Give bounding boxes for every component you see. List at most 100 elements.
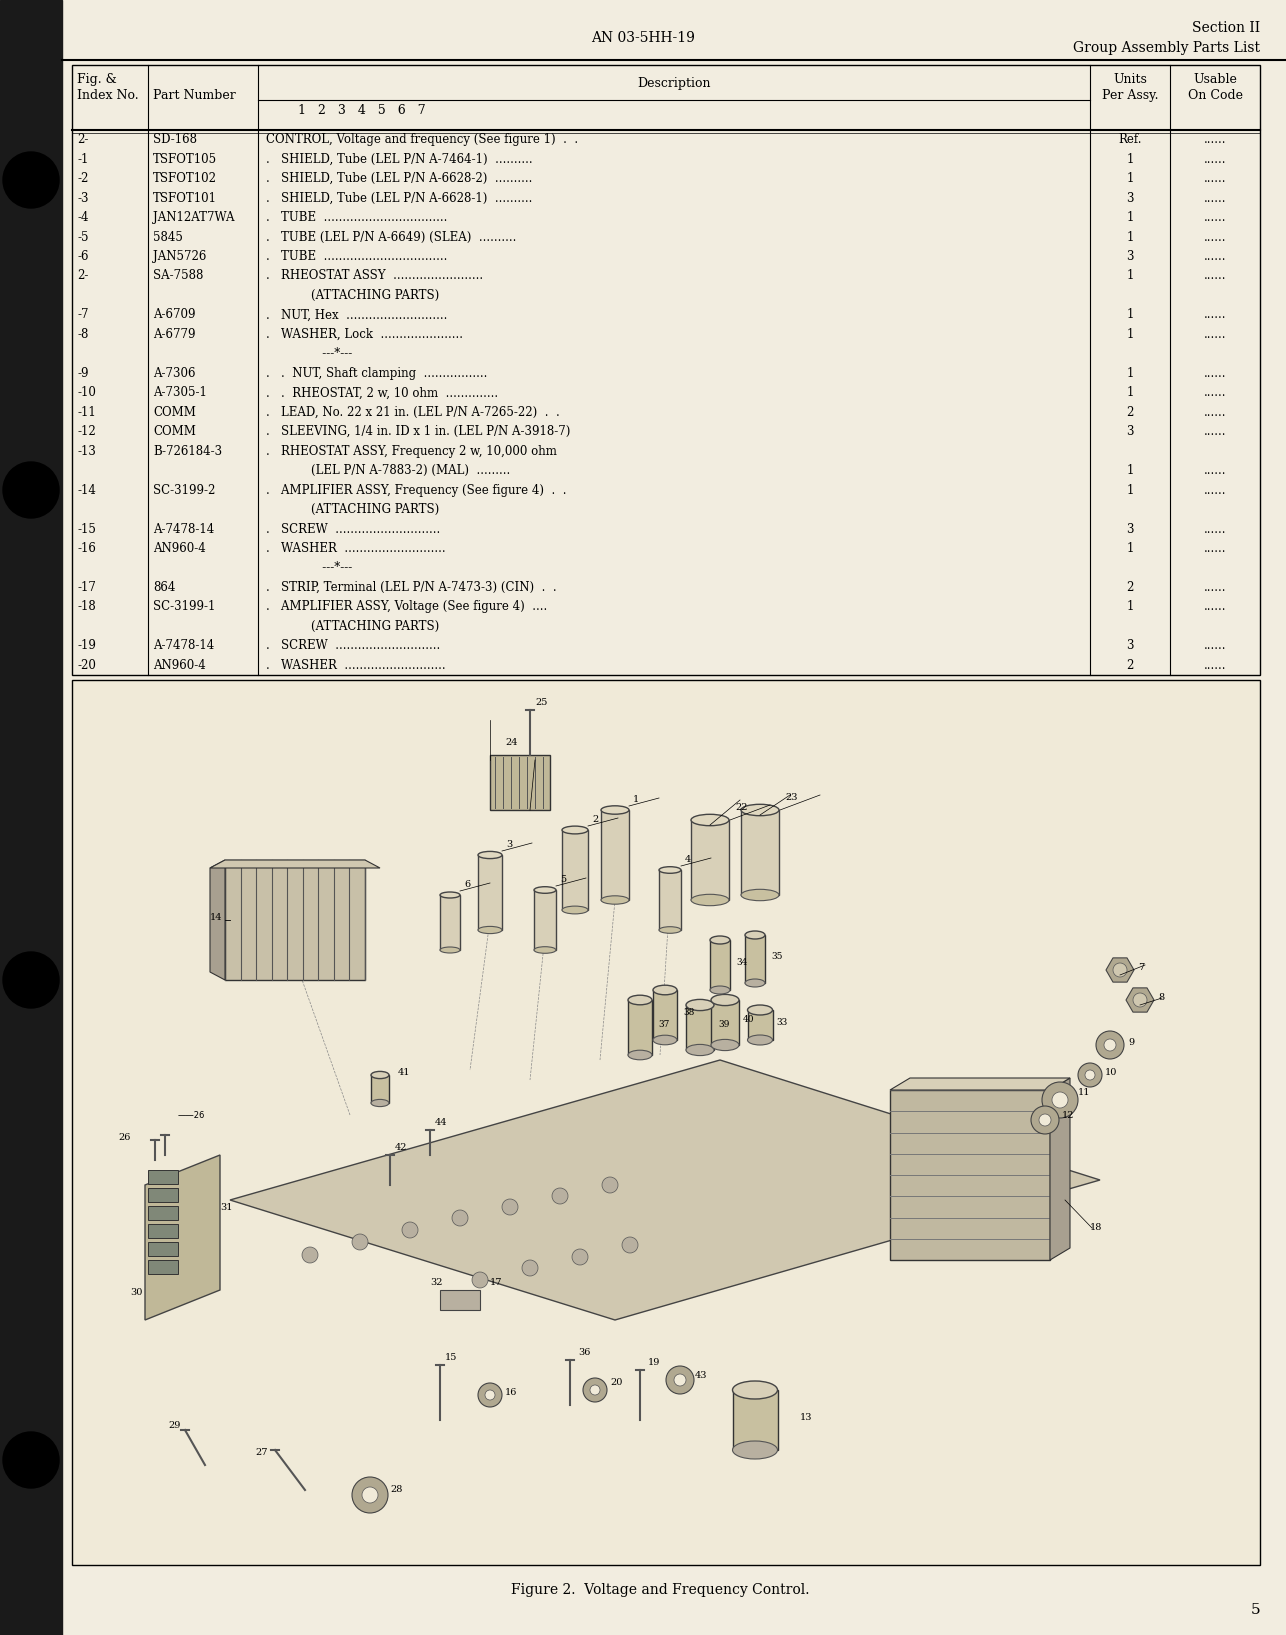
Text: -3: -3 — [77, 191, 89, 204]
Text: 37: 37 — [658, 1020, 670, 1028]
Text: 1   2   3   4   5   6   7: 1 2 3 4 5 6 7 — [298, 105, 426, 118]
Bar — [490, 755, 550, 809]
Ellipse shape — [685, 1045, 714, 1056]
Ellipse shape — [741, 804, 779, 816]
Circle shape — [1133, 992, 1147, 1007]
Text: 2: 2 — [1127, 580, 1134, 594]
Text: 10: 10 — [1105, 1068, 1118, 1077]
Ellipse shape — [440, 893, 460, 898]
Text: 30: 30 — [130, 1288, 143, 1297]
Text: Group Assembly Parts List: Group Assembly Parts List — [1073, 41, 1260, 56]
Text: 3: 3 — [1127, 523, 1134, 536]
Text: ......: ...... — [1204, 172, 1227, 185]
Text: -7: -7 — [77, 309, 89, 322]
Text: SA-7588: SA-7588 — [153, 270, 203, 283]
Text: Usable: Usable — [1193, 74, 1237, 87]
Circle shape — [1031, 1105, 1058, 1135]
Circle shape — [666, 1365, 694, 1395]
Text: A-7305-1: A-7305-1 — [153, 386, 207, 399]
Text: ......: ...... — [1204, 541, 1227, 554]
Text: 5: 5 — [559, 875, 566, 885]
Polygon shape — [210, 860, 225, 979]
Text: 2: 2 — [1127, 405, 1134, 419]
Text: -14: -14 — [77, 484, 96, 497]
Text: 1: 1 — [1127, 484, 1134, 497]
Ellipse shape — [653, 1035, 676, 1045]
Text: ......: ...... — [1204, 464, 1227, 477]
Ellipse shape — [710, 935, 730, 943]
Circle shape — [3, 952, 59, 1009]
Text: .   WASHER, Lock  ......................: . WASHER, Lock ...................... — [266, 329, 463, 340]
Text: 3: 3 — [1127, 639, 1134, 652]
Text: AN 03-5HH-19: AN 03-5HH-19 — [592, 31, 694, 46]
Text: 1: 1 — [1127, 600, 1134, 613]
Circle shape — [602, 1177, 619, 1194]
Text: ......: ...... — [1204, 250, 1227, 263]
Text: Description: Description — [638, 77, 711, 90]
Ellipse shape — [685, 999, 714, 1010]
Text: -15: -15 — [77, 523, 96, 536]
Text: 1: 1 — [1127, 541, 1134, 554]
Text: Figure 2.  Voltage and Frequency Control.: Figure 2. Voltage and Frequency Control. — [511, 1583, 809, 1597]
Bar — [148, 1171, 177, 1184]
Text: 43: 43 — [694, 1372, 707, 1380]
Circle shape — [3, 1432, 59, 1488]
Ellipse shape — [562, 906, 588, 914]
Text: (ATTACHING PARTS): (ATTACHING PARTS) — [266, 289, 440, 302]
Circle shape — [622, 1238, 638, 1252]
Bar — [225, 860, 365, 979]
Ellipse shape — [745, 979, 765, 988]
Text: 26: 26 — [118, 1133, 130, 1141]
Bar — [148, 1243, 177, 1256]
Text: .   SLEEVING, 1/4 in. ID x 1 in. (LEL P/N A-3918-7): . SLEEVING, 1/4 in. ID x 1 in. (LEL P/N … — [266, 425, 571, 438]
Ellipse shape — [370, 1099, 388, 1107]
Text: .   SHIELD, Tube (LEL P/N A-6628-1)  ..........: . SHIELD, Tube (LEL P/N A-6628-1) ......… — [266, 191, 532, 204]
Text: 1: 1 — [1127, 231, 1134, 244]
Text: .   STRIP, Terminal (LEL P/N A-7473-3) (CIN)  .  .: . STRIP, Terminal (LEL P/N A-7473-3) (CI… — [266, 580, 557, 594]
Text: -16: -16 — [77, 541, 96, 554]
Text: .   NUT, Hex  ...........................: . NUT, Hex ........................... — [266, 309, 448, 322]
Text: .   TUBE (LEL P/N A-6649) (SLEA)  ..........: . TUBE (LEL P/N A-6649) (SLEA) .........… — [266, 231, 517, 244]
Text: 3: 3 — [1127, 191, 1134, 204]
Text: 864: 864 — [153, 580, 175, 594]
Circle shape — [451, 1210, 468, 1226]
Text: ......: ...... — [1204, 405, 1227, 419]
Text: 3: 3 — [1127, 250, 1134, 263]
Text: Part Number: Part Number — [153, 88, 235, 101]
Text: 6: 6 — [464, 880, 471, 889]
Text: .   SCREW  ............................: . SCREW ............................ — [266, 523, 440, 536]
Bar — [0, 0, 62, 1635]
Text: 35: 35 — [772, 952, 782, 961]
Bar — [733, 1390, 778, 1450]
Circle shape — [552, 1189, 568, 1203]
Polygon shape — [890, 1077, 1070, 1091]
Ellipse shape — [562, 826, 588, 834]
Text: ......: ...... — [1204, 231, 1227, 244]
Circle shape — [1085, 1069, 1094, 1081]
Text: ......: ...... — [1204, 484, 1227, 497]
Text: -9: -9 — [77, 366, 89, 379]
Circle shape — [1103, 1038, 1116, 1051]
Text: ......: ...... — [1204, 329, 1227, 340]
Bar — [534, 889, 556, 950]
Text: 44: 44 — [435, 1118, 448, 1127]
Bar — [890, 1091, 1049, 1261]
Bar — [148, 1225, 177, 1238]
Text: SC-3199-1: SC-3199-1 — [153, 600, 215, 613]
Circle shape — [472, 1272, 487, 1288]
Text: 1: 1 — [1127, 152, 1134, 165]
Text: .   WASHER  ...........................: . WASHER ........................... — [266, 541, 446, 554]
Circle shape — [1042, 1082, 1078, 1118]
Text: 27: 27 — [255, 1449, 267, 1457]
Text: 1: 1 — [1127, 211, 1134, 224]
Text: 16: 16 — [505, 1388, 517, 1396]
Text: -20: -20 — [77, 659, 96, 672]
Text: (ATTACHING PARTS): (ATTACHING PARTS) — [266, 620, 440, 633]
Text: 1: 1 — [1127, 329, 1134, 340]
Text: 34: 34 — [736, 958, 747, 966]
Text: 25: 25 — [535, 698, 548, 706]
Bar — [478, 855, 502, 930]
Ellipse shape — [478, 927, 502, 934]
Text: ......: ...... — [1204, 523, 1227, 536]
Text: -8: -8 — [77, 329, 89, 340]
